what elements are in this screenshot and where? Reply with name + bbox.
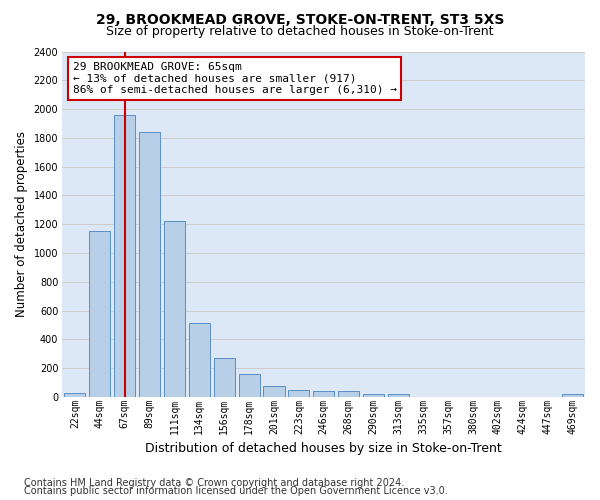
Bar <box>89 232 110 397</box>
Text: 29, BROOKMEAD GROVE, STOKE-ON-TRENT, ST3 5XS: 29, BROOKMEAD GROVE, STOKE-ON-TRENT, ST3… <box>96 12 504 26</box>
Bar <box>189 323 210 397</box>
Bar <box>313 390 334 397</box>
Text: Size of property relative to detached houses in Stoke-on-Trent: Size of property relative to detached ho… <box>106 25 494 38</box>
Y-axis label: Number of detached properties: Number of detached properties <box>15 132 28 318</box>
Text: Contains public sector information licensed under the Open Government Licence v3: Contains public sector information licen… <box>24 486 448 496</box>
Bar <box>562 394 583 397</box>
Bar <box>139 132 160 397</box>
Text: Contains HM Land Registry data © Crown copyright and database right 2024.: Contains HM Land Registry data © Crown c… <box>24 478 404 488</box>
Text: 29 BROOKMEAD GROVE: 65sqm
← 13% of detached houses are smaller (917)
86% of semi: 29 BROOKMEAD GROVE: 65sqm ← 13% of detac… <box>73 62 397 95</box>
Bar <box>338 392 359 397</box>
Bar <box>214 358 235 397</box>
Bar <box>288 390 310 397</box>
Bar <box>388 394 409 397</box>
X-axis label: Distribution of detached houses by size in Stoke-on-Trent: Distribution of detached houses by size … <box>145 442 502 455</box>
Bar <box>363 394 384 397</box>
Bar <box>164 222 185 397</box>
Bar <box>64 392 85 397</box>
Bar <box>263 386 284 397</box>
Bar <box>114 115 135 397</box>
Bar <box>239 374 260 397</box>
